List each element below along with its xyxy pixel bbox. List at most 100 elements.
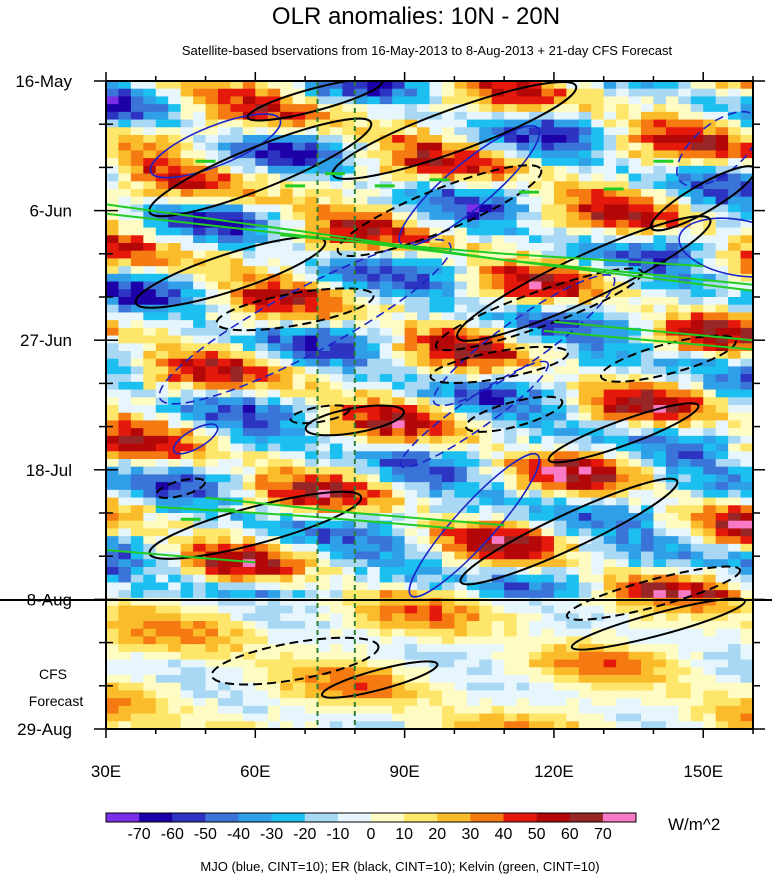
olr-cell xyxy=(616,96,630,105)
olr-cell xyxy=(553,667,567,676)
olr-cell xyxy=(230,466,244,476)
olr-cell xyxy=(541,675,555,684)
olr-cell xyxy=(429,698,443,707)
olr-cell xyxy=(553,451,567,460)
olr-cell xyxy=(603,289,617,298)
olr-cell xyxy=(404,698,418,707)
olr-cell xyxy=(193,135,207,144)
olr-cell xyxy=(703,513,717,522)
olr-cell xyxy=(728,559,742,568)
olr-cell xyxy=(454,235,468,244)
olr-cell xyxy=(267,536,281,545)
olr-cell xyxy=(280,536,294,545)
olr-cell xyxy=(578,96,592,105)
olr-cell xyxy=(429,675,443,684)
er-contour xyxy=(599,334,737,383)
olr-cell xyxy=(628,150,642,159)
olr-cell xyxy=(130,312,144,321)
olr-cell xyxy=(429,258,443,267)
olr-cell xyxy=(728,459,742,468)
olr-cell xyxy=(591,513,605,522)
olr-cell xyxy=(429,320,443,329)
olr-cell xyxy=(591,88,605,98)
olr-cell xyxy=(417,266,431,275)
olr-cell xyxy=(665,574,679,584)
olr-cell xyxy=(242,528,256,537)
olr-cell xyxy=(429,513,443,522)
olr-cell xyxy=(193,690,207,699)
olr-cell xyxy=(106,281,120,290)
olr-cell xyxy=(168,343,182,352)
olr-cell xyxy=(193,582,207,591)
olr-cell xyxy=(205,412,219,422)
olr-cell xyxy=(392,713,406,722)
olr-cell xyxy=(541,582,555,591)
olr-cell xyxy=(130,158,144,167)
olr-cell xyxy=(653,644,667,653)
olr-cell xyxy=(566,405,580,414)
olr-cell xyxy=(603,389,617,398)
olr-cell xyxy=(591,536,605,545)
olr-cell xyxy=(267,374,281,383)
olr-cell xyxy=(504,104,518,113)
olr-cell xyxy=(641,297,655,306)
olr-cell xyxy=(267,127,281,136)
olr-cell xyxy=(429,243,443,252)
olr-cell xyxy=(118,567,132,576)
olr-cell xyxy=(230,582,244,591)
olr-cell xyxy=(641,675,655,684)
olr-cell xyxy=(740,366,753,375)
olr-cell xyxy=(280,559,294,568)
olr-cell xyxy=(143,567,157,576)
olr-cell xyxy=(591,428,605,437)
olr-cell xyxy=(143,628,157,638)
olr-cell xyxy=(728,613,742,622)
olr-cell xyxy=(603,181,617,190)
olr-cell xyxy=(541,312,555,321)
olr-cell xyxy=(354,636,368,645)
olr-cell xyxy=(255,636,269,645)
olr-cell xyxy=(417,173,431,182)
olr-cell xyxy=(292,374,306,383)
olr-cell xyxy=(665,428,679,437)
olr-cell xyxy=(715,165,729,175)
olr-cell xyxy=(367,312,381,321)
olr-cell xyxy=(255,520,269,530)
olr-cell xyxy=(317,181,331,190)
olr-cell xyxy=(379,374,393,383)
olr-cell xyxy=(106,104,120,113)
olr-cell xyxy=(217,636,232,645)
olr-cell xyxy=(242,574,256,584)
olr-cell xyxy=(280,374,294,383)
olr-cell xyxy=(217,667,232,676)
olr-cell xyxy=(566,104,580,113)
olr-cell xyxy=(267,721,281,729)
olr-cell xyxy=(441,204,455,213)
olr-cell xyxy=(566,397,580,406)
olr-cell xyxy=(466,466,480,476)
olr-cell xyxy=(118,466,132,476)
olr-cell xyxy=(454,543,468,553)
olr-cell xyxy=(429,312,443,321)
olr-cell xyxy=(242,705,256,715)
olr-cell xyxy=(417,713,431,722)
olr-cell xyxy=(118,474,132,483)
olr-cell xyxy=(740,582,753,591)
olr-cell xyxy=(292,119,306,128)
olr-cell xyxy=(715,281,729,290)
olr-cell xyxy=(205,482,219,491)
olr-cell xyxy=(168,659,182,668)
olr-cell xyxy=(130,142,144,152)
olr-cell xyxy=(143,435,157,445)
olr-cell xyxy=(130,397,144,406)
olr-cell xyxy=(740,574,753,584)
olr-cell xyxy=(354,335,368,344)
olr-cell xyxy=(641,489,655,499)
olr-cell xyxy=(143,698,157,707)
olr-cell xyxy=(155,266,169,275)
olr-cell xyxy=(267,667,281,676)
olr-cell xyxy=(193,327,207,337)
olr-cell xyxy=(130,513,144,522)
olr-cell xyxy=(143,81,157,90)
olr-cell xyxy=(665,590,679,599)
